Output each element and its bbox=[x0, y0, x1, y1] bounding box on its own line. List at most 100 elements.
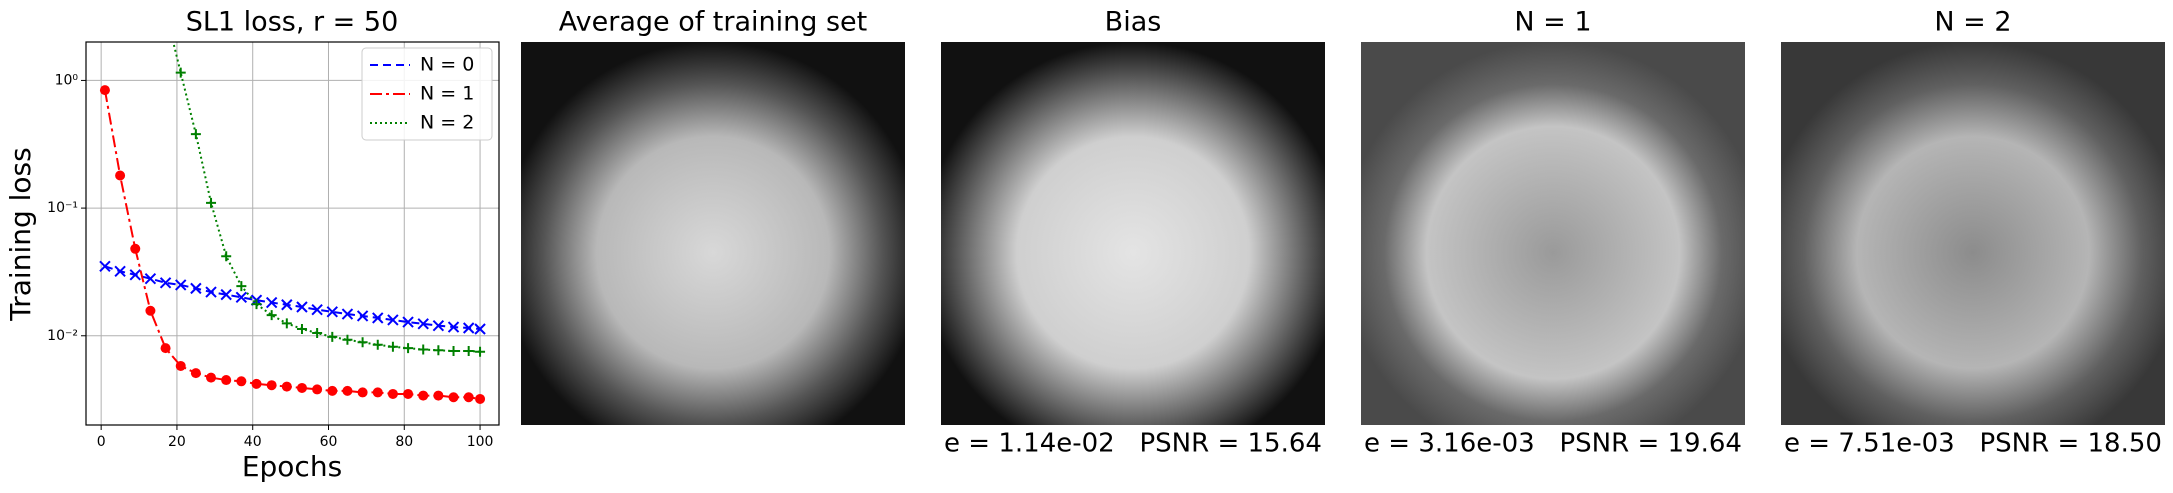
panel-caption: e = 7.51e-03 PSNR = 18.50 bbox=[1784, 429, 2162, 459]
marker bbox=[220, 288, 232, 301]
marker bbox=[475, 346, 486, 357]
marker bbox=[356, 310, 369, 322]
image bbox=[1361, 42, 1745, 425]
y-tick-label: 10⁻² bbox=[47, 328, 78, 344]
marker bbox=[281, 381, 292, 392]
marker bbox=[327, 331, 338, 342]
legend-box bbox=[361, 47, 493, 141]
marker bbox=[372, 339, 383, 350]
marker bbox=[190, 129, 201, 140]
marker bbox=[433, 390, 444, 401]
y-axis-label: Training loss bbox=[4, 147, 37, 321]
marker bbox=[463, 392, 474, 403]
marker bbox=[475, 393, 486, 404]
image bbox=[941, 42, 1325, 425]
marker bbox=[190, 282, 202, 295]
marker bbox=[266, 310, 277, 321]
panel-caption: e = 1.14e-02 PSNR = 15.64 bbox=[944, 429, 1322, 459]
image bbox=[521, 42, 905, 425]
legend-label: N = 2 bbox=[420, 112, 474, 134]
x-tick-label: 60 bbox=[320, 434, 338, 450]
marker bbox=[312, 384, 323, 395]
marker bbox=[236, 281, 247, 292]
marker bbox=[342, 385, 353, 396]
marker bbox=[462, 322, 475, 334]
marker bbox=[251, 299, 262, 310]
marker bbox=[221, 251, 232, 262]
marker bbox=[205, 286, 217, 298]
panel-caption: e = 3.16e-03 PSNR = 19.64 bbox=[1364, 429, 1742, 459]
series-line bbox=[172, 42, 481, 353]
x-tick-label: 40 bbox=[244, 434, 262, 450]
marker bbox=[114, 265, 126, 277]
marker bbox=[235, 291, 248, 304]
marker bbox=[418, 344, 429, 355]
marker bbox=[129, 269, 141, 281]
marker bbox=[99, 85, 110, 96]
marker bbox=[175, 67, 186, 78]
marker bbox=[221, 375, 232, 386]
marker bbox=[281, 318, 292, 329]
marker bbox=[161, 6, 171, 16]
marker bbox=[190, 368, 201, 379]
marker bbox=[175, 279, 187, 291]
x-axis-label: Epochs bbox=[242, 450, 342, 483]
marker bbox=[418, 390, 429, 401]
marker bbox=[99, 260, 111, 273]
axes-frame bbox=[85, 41, 500, 426]
marker bbox=[342, 334, 353, 345]
marker bbox=[403, 388, 414, 399]
marker bbox=[447, 321, 460, 333]
x-tick-label: 80 bbox=[395, 434, 413, 450]
marker bbox=[236, 376, 247, 387]
marker bbox=[372, 387, 383, 398]
marker bbox=[175, 360, 186, 371]
marker bbox=[281, 299, 293, 311]
series-line bbox=[104, 265, 481, 330]
marker bbox=[159, 277, 172, 289]
marker bbox=[251, 378, 262, 389]
image-panels bbox=[521, 42, 2165, 425]
panel-title: N = 1 bbox=[1514, 7, 1591, 38]
marker bbox=[357, 387, 368, 398]
marker bbox=[357, 337, 368, 348]
image bbox=[1781, 42, 2165, 425]
marker bbox=[160, 343, 171, 354]
panel-title: N = 2 bbox=[1934, 7, 2011, 38]
marker bbox=[387, 341, 398, 352]
marker bbox=[341, 308, 354, 320]
marker bbox=[296, 301, 308, 313]
marker bbox=[387, 388, 398, 399]
panel-title: Bias bbox=[1105, 7, 1162, 38]
marker bbox=[327, 385, 338, 396]
x-tick-label: 100 bbox=[467, 434, 494, 450]
marker bbox=[372, 312, 384, 324]
marker bbox=[206, 372, 217, 383]
marker bbox=[448, 392, 459, 403]
marker bbox=[311, 303, 323, 316]
marker bbox=[474, 323, 486, 335]
marker bbox=[417, 318, 429, 330]
y-tick-label: 10⁻¹ bbox=[47, 200, 78, 216]
marker bbox=[266, 380, 277, 391]
panel-title: Average of training set bbox=[559, 7, 868, 38]
marker bbox=[115, 170, 126, 181]
legend-label: N = 1 bbox=[420, 83, 474, 105]
chart-title: SL1 loss, r = 50 bbox=[186, 7, 399, 38]
x-tick-label: 20 bbox=[168, 434, 186, 450]
legend-label: N = 0 bbox=[420, 54, 474, 76]
marker bbox=[402, 316, 414, 328]
marker bbox=[130, 243, 141, 254]
plot-area bbox=[99, 6, 486, 404]
marker bbox=[403, 343, 414, 354]
x-tick-label: 0 bbox=[97, 434, 106, 450]
marker bbox=[144, 272, 157, 285]
marker bbox=[432, 319, 445, 332]
marker bbox=[463, 345, 474, 356]
marker bbox=[296, 323, 307, 334]
y-tick-label: 10⁰ bbox=[55, 72, 79, 88]
marker bbox=[448, 345, 459, 356]
